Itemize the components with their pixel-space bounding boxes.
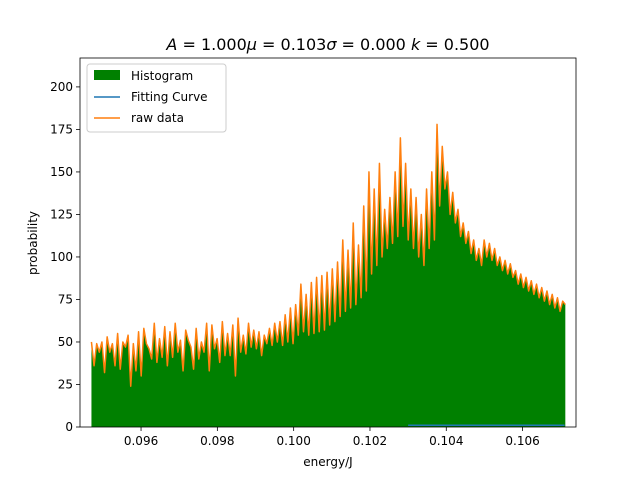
title-k-var: k — [411, 35, 421, 54]
x-tick-label: 0.100 — [276, 434, 310, 448]
title-a-var: A — [165, 35, 177, 54]
legend-histogram-swatch — [94, 70, 120, 80]
y-tick-label: 200 — [50, 80, 73, 94]
legend-raw-data-label: raw data — [131, 111, 184, 125]
x-tick-label: 0.096 — [124, 434, 158, 448]
raw-data-line — [90, 123, 566, 387]
title-sigma-val: = 0.000 — [336, 35, 410, 54]
legend-histogram-label: Histogram — [131, 69, 193, 83]
histogram-area — [91, 124, 566, 427]
x-axis-label: energy/J — [303, 455, 352, 469]
y-tick-label: 75 — [58, 292, 73, 306]
y-tick-label: 25 — [58, 377, 73, 391]
x-tick-label: 0.104 — [429, 434, 463, 448]
title-k-val: = 0.500 — [420, 35, 489, 54]
y-tick-label: 150 — [50, 165, 73, 179]
y-tick-label: 100 — [50, 250, 73, 264]
chart-title: A = 1.000μ = 0.103σ = 0.000 k = 0.500 — [165, 35, 489, 54]
x-tick-label: 0.102 — [353, 434, 387, 448]
y-tick-label: 125 — [50, 207, 73, 221]
legend-box — [86, 63, 227, 133]
plot-area — [90, 123, 566, 427]
y-tick-label: 50 — [58, 335, 73, 349]
y-axis-ticks: 0 25 50 75 100 125 150 175 200 — [50, 80, 80, 434]
title-sigma-var: σ — [326, 35, 337, 54]
title-mu-val: = 0.103 — [257, 35, 326, 54]
y-axis-label: probability — [26, 211, 40, 275]
axes-frame — [79, 57, 577, 428]
x-tick-label: 0.098 — [200, 434, 234, 448]
legend-fitting-curve-label: Fitting Curve — [131, 90, 208, 104]
y-tick-label: 0 — [65, 420, 73, 434]
legend: Histogram Fitting Curve raw data — [86, 63, 227, 133]
x-tick-label: 0.106 — [505, 434, 539, 448]
y-tick-label: 175 — [50, 122, 73, 136]
title-a-val: = 1.000 — [177, 35, 246, 54]
x-axis-ticks: 0.096 0.098 0.100 0.102 0.104 0.106 — [124, 427, 540, 448]
title-mu-var: μ — [246, 35, 257, 54]
